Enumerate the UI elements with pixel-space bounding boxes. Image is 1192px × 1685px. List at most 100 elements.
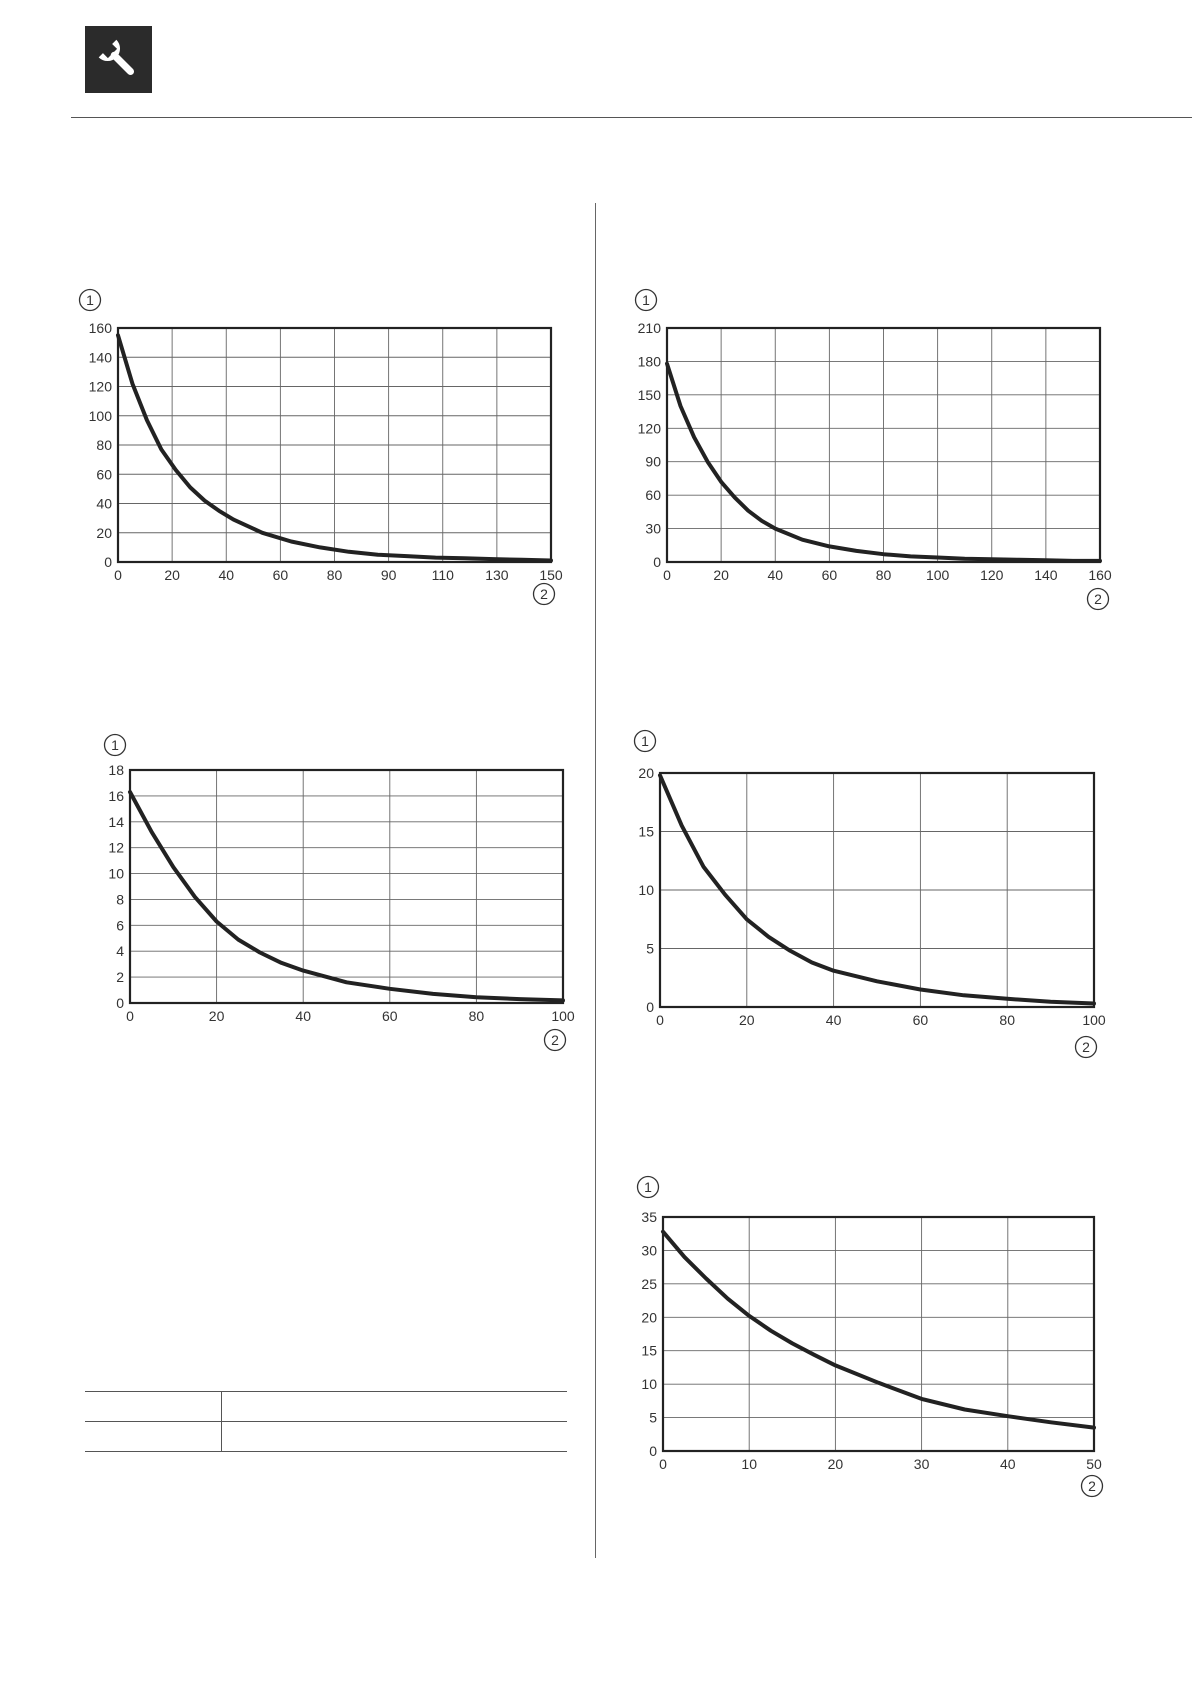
chart-4-x-tick-label: 60 xyxy=(913,1012,929,1028)
chart-4-x-tick-label: 20 xyxy=(739,1012,755,1028)
chart-4-xlabel: 2 xyxy=(1082,1039,1090,1055)
chart-4-y-tick-label: 5 xyxy=(646,941,654,957)
chart-4-y-tick-label: 10 xyxy=(638,882,654,898)
chart-4-y-tick-label: 0 xyxy=(646,999,654,1015)
chart-1-x-tick-label: 0 xyxy=(114,567,122,583)
chart-3-y-tick-label: 0 xyxy=(116,995,124,1011)
chart-1-ylabel: 1 xyxy=(86,292,94,308)
chart-4-xlabel-circle xyxy=(1074,1035,1098,1059)
chart-2-x-tick-label: 120 xyxy=(980,567,1004,583)
chart-2-xlabel: 2 xyxy=(1094,591,1102,607)
chart-1-xlabel: 2 xyxy=(540,586,548,602)
chart-5-x-tick-label: 30 xyxy=(914,1456,930,1472)
chart-2-y-tick-label: 0 xyxy=(653,554,661,570)
chart-1-y-tick-label: 120 xyxy=(89,379,113,395)
chart-5-y-tick-label: 0 xyxy=(649,1443,657,1459)
chart-5-xlabel-circle xyxy=(1080,1474,1104,1498)
chart-3-x-tick-label: 100 xyxy=(551,1008,575,1024)
legend-table xyxy=(85,1391,567,1452)
chart-4-y-tick-label: 15 xyxy=(638,824,654,840)
chart-1-y-tick-label: 160 xyxy=(89,320,113,336)
chart-5-frame xyxy=(661,1215,1096,1453)
chart-4-ylabel-circle xyxy=(633,729,657,753)
chart-4-x-tick-label: 80 xyxy=(999,1012,1015,1028)
chart-1-y-tick-label: 20 xyxy=(96,525,112,541)
chart-2-x-tick-label: 80 xyxy=(876,567,892,583)
chart-3-y-tick-label: 2 xyxy=(116,969,124,985)
chart-4-x-tick-label: 100 xyxy=(1082,1012,1106,1028)
chart-1-x-tick-label: 80 xyxy=(327,567,343,583)
chart-1-y-tick-label: 0 xyxy=(104,554,112,570)
chart-2-y-tick-label: 30 xyxy=(645,521,661,537)
chart-5-x-tick-label: 0 xyxy=(659,1456,667,1472)
chart-5-xlabel: 2 xyxy=(1088,1478,1096,1494)
chart-4-x-tick-label: 40 xyxy=(826,1012,842,1028)
chart-2-ylabel: 1 xyxy=(642,292,650,308)
legend-key-cell xyxy=(85,1392,222,1421)
chart-1-x-tick-label: 90 xyxy=(381,567,397,583)
chart-2-x-tick-label: 0 xyxy=(663,567,671,583)
chart-3-xlabel-circle xyxy=(543,1028,567,1052)
chart-3-x-tick-label: 0 xyxy=(126,1008,134,1024)
chart-2-y-tick-label: 60 xyxy=(645,487,661,503)
chart-1-y-tick-label: 100 xyxy=(89,408,113,424)
chart-2-y-tick-label: 180 xyxy=(638,353,662,369)
chart-5-series-line xyxy=(661,1229,1096,1430)
chart-3-y-tick-label: 14 xyxy=(108,814,124,830)
chart-5-y-tick-label: 10 xyxy=(641,1376,657,1392)
chart-2-x-tick-label: 140 xyxy=(1034,567,1058,583)
chart-3-frame xyxy=(128,768,565,1005)
chart-3-x-tick-label: 20 xyxy=(209,1008,225,1024)
chart-3-series-line xyxy=(128,790,565,1003)
chart-1-x-tick-label: 20 xyxy=(164,567,180,583)
chart-2-y-tick-label: 150 xyxy=(638,387,662,403)
chart-3-y-tick-label: 6 xyxy=(116,917,124,933)
chart-5-x-tick-label: 40 xyxy=(1000,1456,1016,1472)
chart-3-x-tick-label: 60 xyxy=(382,1008,398,1024)
chart-3-y-tick-label: 8 xyxy=(116,891,124,907)
wrench-icon-graphic xyxy=(98,39,135,76)
chart-5-x-tick-label: 50 xyxy=(1086,1456,1102,1472)
chart-2-y-tick-label: 90 xyxy=(645,454,661,470)
chart-2-x-tick-label: 160 xyxy=(1088,567,1112,583)
chart-5-y-tick-label: 25 xyxy=(641,1276,657,1292)
chart-4-ylabel: 1 xyxy=(641,733,649,749)
chart-1-ylabel-circle xyxy=(78,288,102,312)
chart-3-y-tick-label: 18 xyxy=(108,762,124,778)
chart-3-ylabel-circle xyxy=(103,733,127,757)
chart-1-frame xyxy=(116,326,553,564)
chart-4-x-tick-label: 0 xyxy=(656,1012,664,1028)
chart-3-x-tick-label: 80 xyxy=(469,1008,485,1024)
chart-2-x-tick-label: 40 xyxy=(767,567,783,583)
chart-5-ylabel-circle xyxy=(636,1175,660,1199)
legend-value-cell xyxy=(230,1392,567,1421)
chart-2-x-tick-label: 60 xyxy=(822,567,838,583)
wrench-icon xyxy=(85,26,152,93)
chart-1-x-tick-label: 110 xyxy=(432,567,455,583)
chart-1-x-tick-label: 60 xyxy=(273,567,289,583)
chart-1-xlabel-circle xyxy=(532,582,556,606)
chart-1-y-tick-label: 80 xyxy=(96,437,112,453)
chart-1-x-tick-label: 130 xyxy=(485,567,509,583)
chart-1-y-tick-label: 140 xyxy=(89,349,113,365)
legend-table-row xyxy=(85,1421,567,1452)
column-divider xyxy=(595,203,596,1558)
chart-1-y-tick-label: 40 xyxy=(96,496,112,512)
chart-2-y-tick-label: 120 xyxy=(638,420,662,436)
legend-key-cell xyxy=(85,1422,222,1451)
chart-1-series-line xyxy=(116,333,553,563)
chart-2-x-tick-label: 100 xyxy=(926,567,950,583)
chart-1-y-tick-label: 60 xyxy=(96,466,112,482)
legend-value-cell xyxy=(230,1422,567,1451)
chart-5-x-tick-label: 10 xyxy=(741,1456,757,1472)
chart-5-y-tick-label: 35 xyxy=(641,1209,657,1225)
chart-3-ylabel: 1 xyxy=(111,737,119,753)
chart-2-xlabel-circle xyxy=(1086,587,1110,611)
chart-1-x-tick-label: 40 xyxy=(218,567,234,583)
chart-2-frame xyxy=(665,326,1102,564)
chart-3-xlabel: 2 xyxy=(551,1032,559,1048)
legend-table-row xyxy=(85,1391,567,1421)
chart-3-y-tick-label: 4 xyxy=(116,943,124,959)
chart-3-y-tick-label: 10 xyxy=(108,866,124,882)
